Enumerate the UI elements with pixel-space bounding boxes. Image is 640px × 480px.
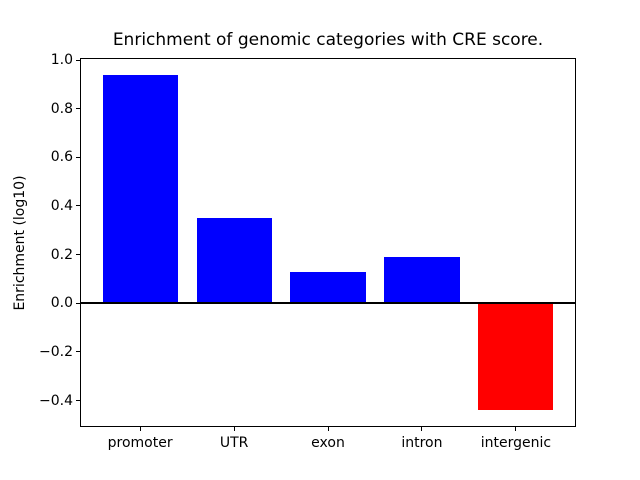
bar-intergenic: [478, 303, 554, 411]
y-tick-label: −0.4: [39, 392, 73, 409]
zero-line: [80, 302, 576, 305]
x-tick-mark: [139, 427, 141, 432]
y-tick-label: 0.6: [50, 149, 73, 166]
x-tick-mark: [327, 427, 329, 432]
chart-title: Enrichment of genomic categories with CR…: [112, 30, 544, 50]
x-tick-mark: [515, 427, 517, 432]
y-tick-label: 0.4: [50, 197, 73, 214]
y-tick-mark: [76, 59, 80, 61]
y-tick-mark: [76, 156, 80, 158]
bar-exon: [290, 271, 366, 304]
x-tick-label: intergenic: [480, 435, 552, 452]
x-tick-label: intron: [401, 435, 443, 452]
bar-intron: [384, 257, 460, 304]
x-tick-label: promoter: [107, 435, 173, 452]
y-tick-label: 1.0: [50, 52, 73, 68]
y-tick-mark: [76, 302, 80, 304]
x-tick-mark: [421, 427, 423, 432]
y-tick-mark: [76, 205, 80, 207]
y-tick-label: 0.0: [50, 295, 73, 312]
y-axis-label: Enrichment (log10): [12, 175, 28, 311]
x-tick-label: UTR: [219, 435, 249, 452]
y-tick-label: 0.2: [50, 246, 73, 263]
y-tick-mark: [76, 351, 80, 353]
y-tick-mark: [76, 108, 80, 110]
y-tick-label: 0.8: [50, 100, 73, 117]
bar-UTR: [196, 218, 272, 304]
bar-promoter: [102, 74, 178, 304]
y-tick-mark: [76, 400, 80, 401]
x-tick-mark: [233, 427, 235, 432]
y-tick-label: −0.2: [39, 343, 73, 360]
x-tick-label: exon: [311, 435, 345, 452]
y-tick-mark: [76, 254, 80, 256]
